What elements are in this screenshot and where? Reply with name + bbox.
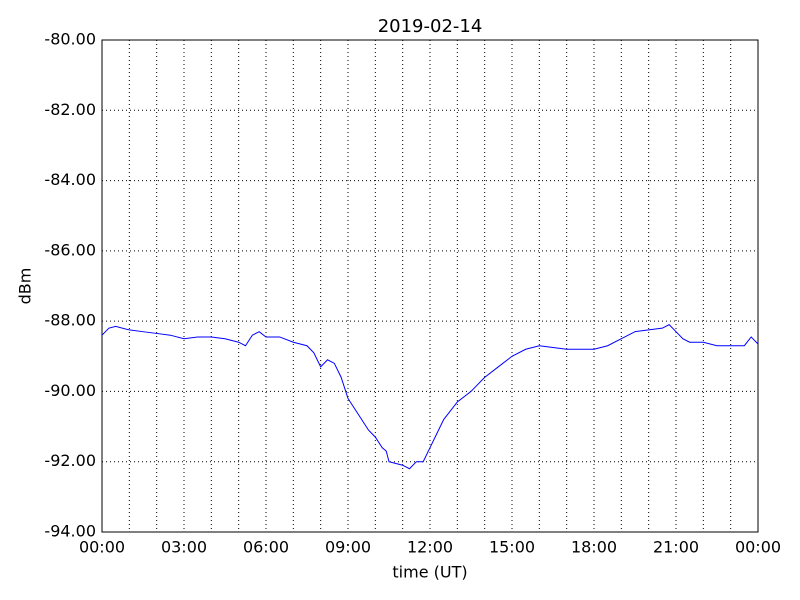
y-tick-label: -86.00 [44, 240, 96, 259]
x-tick-label: 09:00 [325, 538, 371, 557]
x-tick-label: 18:00 [571, 538, 617, 557]
y-tick-label: -90.00 [44, 381, 96, 400]
x-axis-label: time (UT) [392, 563, 467, 582]
x-tick-label: 03:00 [161, 538, 207, 557]
x-tick-label: 00:00 [735, 538, 781, 557]
x-tick-label: 06:00 [243, 538, 289, 557]
x-tick-label: 15:00 [489, 538, 535, 557]
y-tick-label: -88.00 [44, 311, 96, 330]
y-tick-label: -94.00 [44, 522, 96, 541]
y-tick-label: -84.00 [44, 170, 96, 189]
x-tick-label: 12:00 [407, 538, 453, 557]
y-tick-label: -92.00 [44, 451, 96, 470]
data-line [101, 324, 759, 470]
plot-frame [101, 39, 759, 533]
chart-title: 2019-02-14 [378, 16, 483, 37]
y-tick-label: -82.00 [44, 100, 96, 119]
x-tick-label: 00:00 [79, 538, 125, 557]
x-tick-label: 21:00 [653, 538, 699, 557]
y-axis-label: dBm [16, 268, 35, 305]
y-tick-label: -80.00 [44, 30, 96, 49]
